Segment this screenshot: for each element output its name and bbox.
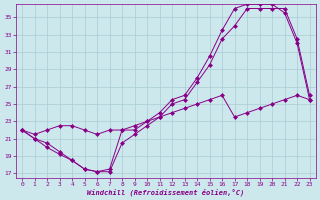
X-axis label: Windchill (Refroidissement éolien,°C): Windchill (Refroidissement éolien,°C) [87, 188, 244, 196]
